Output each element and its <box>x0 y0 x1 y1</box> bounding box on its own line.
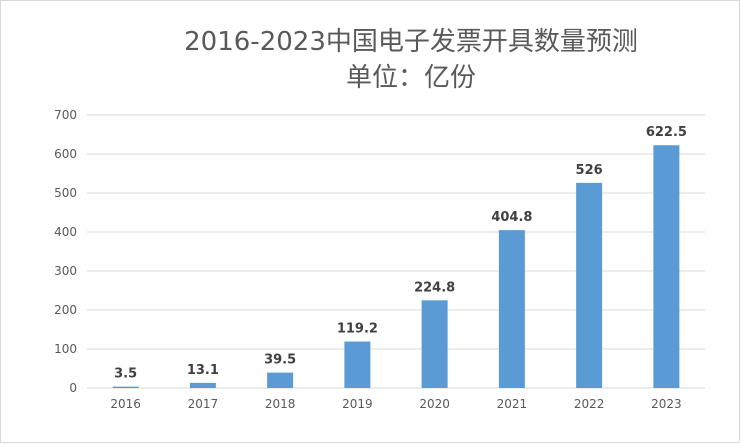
x-tick-label: 2017 <box>188 397 219 411</box>
bar <box>112 386 139 388</box>
x-tick-label: 2023 <box>651 397 682 411</box>
bar <box>189 382 216 388</box>
data-label: 622.5 <box>646 125 687 140</box>
x-tick-label: 2019 <box>342 397 373 411</box>
x-tick-label: 2018 <box>265 397 296 411</box>
x-tick-label: 2016 <box>110 397 141 411</box>
data-label: 39.5 <box>264 353 296 368</box>
data-label: 224.8 <box>414 280 455 295</box>
y-tick-label: 200 <box>54 303 77 317</box>
bar <box>344 341 371 388</box>
chart-subtitle: 单位：亿份 <box>345 63 476 93</box>
y-tick-label: 0 <box>69 381 77 395</box>
y-tick-label: 400 <box>54 225 77 239</box>
data-label: 526 <box>576 163 603 178</box>
bar <box>576 182 603 388</box>
y-tick-label: 500 <box>54 186 77 200</box>
bar <box>267 372 294 388</box>
chart-title: 2016-2023中国电子发票开具数量预测 <box>184 27 638 57</box>
x-tick-label: 2022 <box>574 397 605 411</box>
data-label: 13.1 <box>187 363 219 378</box>
data-label: 404.8 <box>491 210 532 225</box>
y-tick-label: 700 <box>54 108 77 122</box>
y-tick-label: 300 <box>54 264 77 278</box>
y-tick-label: 100 <box>54 342 77 356</box>
bar <box>653 145 680 388</box>
bar <box>498 230 525 388</box>
data-label: 3.5 <box>114 367 137 382</box>
bar <box>421 300 448 388</box>
y-tick-label: 600 <box>54 147 77 161</box>
data-label: 119.2 <box>337 322 378 337</box>
x-tick-label: 2021 <box>497 397 528 411</box>
x-tick-label: 2020 <box>419 397 450 411</box>
